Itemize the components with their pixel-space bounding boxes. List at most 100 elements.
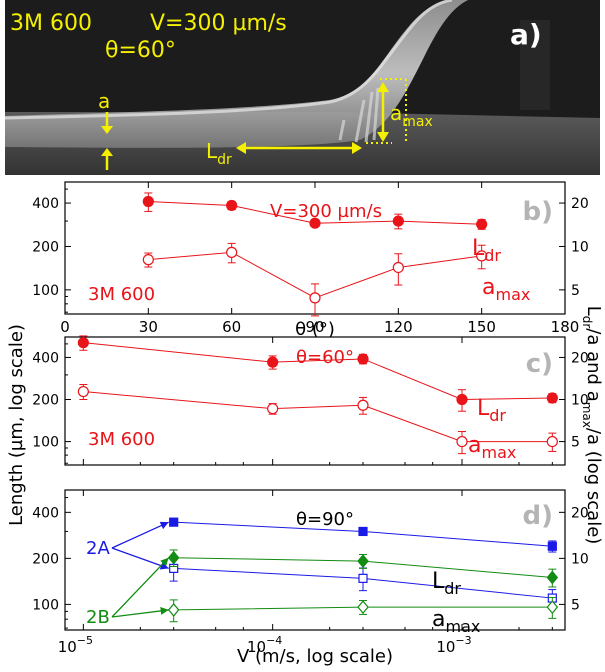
data-point [167,550,180,565]
annotation-2a: 2A [86,538,110,559]
photo-amax-arrowhead-up [377,82,389,92]
y2-tick-label: 20 [571,505,589,521]
data-point [167,602,180,617]
plot-frame [64,336,566,466]
photo-velocity-label: V=300 µm/s [150,11,287,36]
photo-ldr-label: Ldr [206,139,232,168]
y-tick-label: 100 [32,435,59,451]
data-point [357,399,369,411]
x-tick-label: 10−4 [247,634,282,656]
plot-frame [64,489,566,631]
photo-ldr-arrowhead-left [236,142,246,154]
series-label-ldr: Ldr [477,396,506,425]
x-tick-label-base: 10 [436,638,455,656]
series-label-ldr-sub: dr [489,406,506,425]
y-axis-title-right-sub1: dr [580,316,594,329]
x-tick-label: 120 [384,318,413,336]
series-label-amax-base: a [482,275,495,300]
data-point [309,217,321,229]
series-label-ldr: Ldr [472,236,501,265]
annotation-material: 3M 600 [88,429,155,450]
curve-label-amax-sub: max [445,617,480,636]
data-point [358,526,368,537]
y-tick-label: 400 [32,196,59,212]
y2-tick-label: 5 [571,283,580,299]
panel-letter: d) [523,501,554,531]
y-tick-label: 200 [32,551,59,567]
photo-panel-letter: a) [510,18,542,51]
data-point [357,353,369,365]
curve-label-ldr: Ldr [432,569,461,598]
x-tick-label-exponent: −4 [266,634,282,647]
x-tick-label: 30 [139,318,158,336]
photo-tape-edge [4,0,453,120]
x-tick-label-base: 10 [58,638,77,656]
photo-a-label: a [98,89,110,113]
photo-tape-band [5,0,468,148]
data-point [456,393,468,406]
y2-tick-label: 10 [571,393,589,409]
photo-amax-label: amax [390,101,433,130]
series-label-ldr-base: L [472,236,485,261]
y-tick-label: 100 [32,597,59,613]
data-point [546,570,559,585]
series-label-amax-sub: max [495,285,530,304]
photo-ldr-label-base: L [206,139,218,163]
data-point [169,517,179,527]
photo-angle-label: θ=60° [105,38,176,63]
y-tick-label: 200 [32,239,59,255]
y-axis-title-right-suffix: /a (log scale) [583,428,604,544]
curve-label-ldr-sub: dr [444,579,461,598]
data-point [392,261,404,274]
y-tick-label: 200 [32,393,59,409]
series-label-amax: amax [482,275,530,304]
photo-a-arrowhead-bottom [101,148,113,156]
x-tick-label: 90 [305,318,324,336]
y-tick-label: 100 [32,283,59,299]
data-point [309,292,321,304]
x-axis-title: V (m/s, log scale) [237,646,393,667]
photo-ldr-label-sub: dr [217,152,232,168]
data-point [547,541,557,551]
panel-letter: c) [526,349,553,379]
data-point [476,250,488,262]
data-point [357,554,369,569]
annotation-velocity: V=300 µm/s [270,201,382,222]
curve-label-amax-base: a [432,607,445,632]
panel-letter: b) [523,197,554,227]
x-tick-label: 10−5 [58,634,93,656]
data-point [226,199,238,212]
pointer-arrowhead [160,557,169,567]
data-point [392,215,404,227]
photo-a-arrowhead-top [101,126,113,134]
y-axis-title-right-sub2: max [580,402,594,428]
y2-tick-label: 5 [571,597,580,613]
data-point [357,600,369,615]
data-point [226,246,238,258]
pointer-arrowhead [159,521,169,530]
data-point [267,403,279,415]
annotation-2b: 2B [86,607,110,628]
y2-tick-label: 10 [571,551,589,567]
x-tick-label: 150 [467,318,496,336]
photo-fibrils [338,87,380,143]
photo-amax-label-sub: max [402,114,433,130]
data-point [77,385,89,398]
x-tick-label-exponent: −5 [77,634,93,647]
series-label-ldr-base: L [477,396,490,421]
photo-amax-label-base: a [390,101,402,125]
annotation-angle: θ=60° [296,347,354,368]
data-point [142,195,154,208]
photo-material-label: 3M 600 [10,11,92,36]
y-axis-title-right-prefix: L [583,306,604,316]
x-axis-title: θ (°) [295,319,335,340]
pointer-arrow [111,547,169,569]
y2-tick-label: 10 [571,239,589,255]
y2-tick-label: 20 [571,350,589,366]
y-axis-title-right: Ldr/a and amax/a (log scale) [580,306,604,545]
x-tick-label-exponent: −3 [455,634,471,647]
